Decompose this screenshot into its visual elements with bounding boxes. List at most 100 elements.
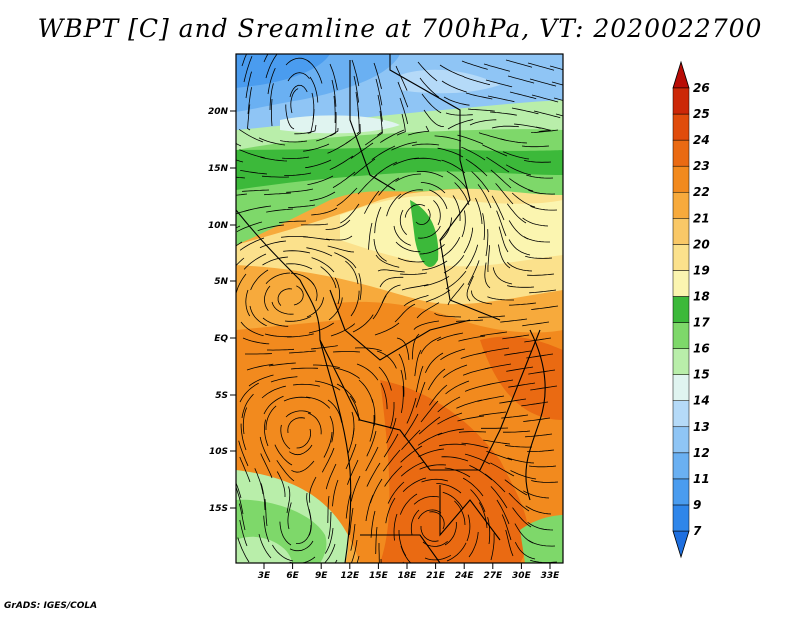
border-great-lakes <box>525 329 546 501</box>
colorbar-label: 22 <box>693 185 710 199</box>
streamline <box>469 465 493 481</box>
streamline <box>437 332 464 342</box>
streamline <box>332 171 356 188</box>
streamline <box>386 417 397 444</box>
streamline <box>307 108 315 134</box>
colorbar-box <box>672 348 690 375</box>
streamline <box>495 183 514 205</box>
streamline <box>259 436 271 463</box>
lat-tick-label: 15N <box>208 164 229 174</box>
streamline <box>527 62 555 71</box>
streamline <box>461 210 466 238</box>
streamline <box>239 503 246 531</box>
streamline <box>268 362 296 367</box>
streamline <box>245 289 251 317</box>
colorbar-label: 20 <box>693 237 710 251</box>
streamline <box>385 497 396 524</box>
streamline <box>434 313 462 318</box>
colorbar-box <box>672 218 690 245</box>
longitude-axis: 3E 6E 9E 12E 15E 18E 21E 24E 27E 30E 33E <box>258 563 560 581</box>
streamline <box>511 192 536 208</box>
streamline <box>491 125 519 129</box>
border-sudan <box>439 159 501 321</box>
lon-tick-label: 15E <box>369 571 389 581</box>
streamline <box>480 331 508 337</box>
streamline <box>507 261 533 272</box>
streamline <box>373 62 382 89</box>
streamline <box>505 444 533 448</box>
streamline <box>416 171 444 178</box>
streamline <box>401 284 429 291</box>
streamline <box>528 369 556 375</box>
streamline <box>377 94 383 122</box>
streamline <box>467 260 480 286</box>
streamline <box>389 402 395 429</box>
streamline <box>350 539 358 563</box>
streamline <box>267 67 276 95</box>
streamline <box>277 288 293 306</box>
streamline <box>288 204 316 209</box>
streamline <box>399 493 418 515</box>
colorbar-label: 7 <box>693 524 702 538</box>
streamline <box>365 446 379 472</box>
streamline <box>501 514 512 541</box>
streamline <box>307 175 334 185</box>
streamline <box>325 219 351 230</box>
streamline <box>506 366 534 372</box>
streamline <box>416 302 440 319</box>
streamline <box>482 144 508 157</box>
streamline <box>397 81 409 108</box>
streamline <box>482 347 510 353</box>
streamline <box>433 200 441 226</box>
colorbar-box <box>672 113 690 141</box>
streamline <box>244 205 272 212</box>
streamline <box>279 220 307 224</box>
streamline <box>522 321 550 327</box>
streamline <box>265 272 291 284</box>
border-niger-chad <box>349 60 396 191</box>
streamline <box>371 398 376 426</box>
streamline <box>368 222 373 250</box>
streamline <box>477 184 492 209</box>
colorbar-box <box>672 504 690 532</box>
streamline <box>258 533 272 559</box>
colorbar-box <box>672 191 690 219</box>
streamline <box>330 323 356 337</box>
streamline <box>365 494 374 522</box>
streamline <box>374 322 400 336</box>
streamline <box>261 385 286 399</box>
streamline <box>475 197 483 225</box>
streamline <box>241 54 247 67</box>
streamline <box>350 523 356 551</box>
streamline <box>369 414 375 442</box>
streamline <box>345 443 357 470</box>
streamline <box>356 107 360 135</box>
streamline <box>309 76 319 103</box>
border-namibia <box>360 534 441 563</box>
streamline <box>462 477 484 497</box>
country-borders <box>236 54 546 563</box>
streamline <box>366 430 377 457</box>
streamline <box>288 350 316 354</box>
streamline <box>523 417 551 422</box>
field-light-blue <box>400 69 500 94</box>
coastline-west <box>236 209 321 341</box>
colorbar-label: 12 <box>693 446 710 460</box>
streamline <box>352 314 374 333</box>
streamline <box>236 143 242 147</box>
colorbar-label: 18 <box>693 289 710 303</box>
streamline <box>301 223 329 226</box>
streamline <box>331 79 337 107</box>
streamline <box>420 336 442 355</box>
field-blue-core <box>236 54 330 88</box>
streamline <box>401 429 421 450</box>
streamline <box>383 433 399 458</box>
streamline <box>236 481 242 499</box>
streamline <box>417 61 438 82</box>
streamline <box>511 107 539 115</box>
streamline <box>311 257 335 273</box>
streamline <box>334 277 340 305</box>
streamline <box>294 124 317 135</box>
streamline <box>442 491 464 510</box>
streamline <box>522 217 549 227</box>
